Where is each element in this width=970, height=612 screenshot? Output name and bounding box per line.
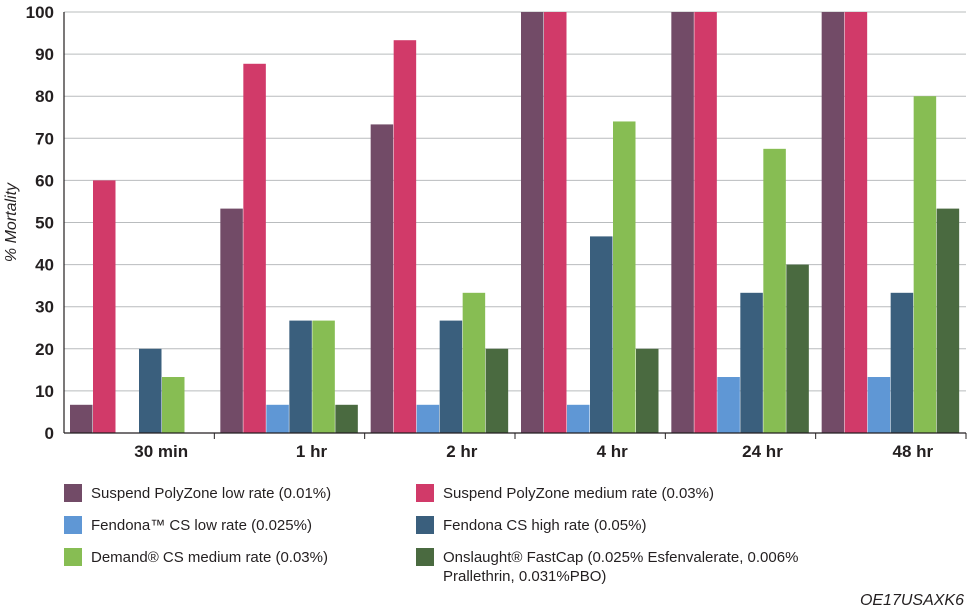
bar bbox=[567, 404, 590, 433]
bar bbox=[590, 236, 613, 433]
bar bbox=[335, 404, 358, 433]
legend-label: Suspend PolyZone low rate (0.01%) bbox=[91, 485, 332, 502]
y-tick-label: 90 bbox=[35, 45, 54, 64]
bar bbox=[93, 180, 116, 433]
bar bbox=[867, 377, 891, 433]
bar bbox=[717, 377, 740, 433]
bar bbox=[521, 12, 544, 433]
y-tick-label: 80 bbox=[35, 87, 54, 106]
y-tick-label: 40 bbox=[35, 256, 54, 275]
bar bbox=[312, 320, 335, 433]
legend-swatch bbox=[64, 548, 82, 566]
legend-swatch bbox=[416, 516, 434, 534]
bar bbox=[740, 292, 763, 433]
bar bbox=[786, 264, 809, 433]
bar bbox=[485, 348, 509, 433]
bar bbox=[694, 12, 717, 433]
bar bbox=[370, 124, 394, 434]
bar bbox=[462, 292, 486, 433]
x-tick-label: 1 hr bbox=[296, 442, 328, 461]
bar bbox=[671, 12, 694, 433]
y-tick-label: 60 bbox=[35, 171, 54, 190]
bar bbox=[289, 320, 312, 433]
bar bbox=[890, 292, 914, 433]
x-tick-label: 24 hr bbox=[742, 442, 783, 461]
legend-label: Demand® CS medium rate (0.03%) bbox=[91, 549, 328, 566]
legend-swatch bbox=[416, 484, 434, 502]
bar-chart: 0 10 20 30 40 50 60 70 80 90 100 % Mortality 30 min 1… bbox=[3, 3, 967, 461]
bar bbox=[936, 208, 960, 433]
bar bbox=[416, 404, 440, 433]
bar bbox=[70, 404, 93, 433]
bar bbox=[613, 121, 636, 434]
y-tick-label: 0 bbox=[45, 424, 54, 443]
y-tick-label: 50 bbox=[35, 214, 54, 233]
legend-swatch bbox=[64, 516, 82, 534]
legend-label: Fendona™ CS low rate (0.025%) bbox=[91, 517, 312, 534]
y-tick-label: 10 bbox=[35, 382, 54, 401]
bar bbox=[913, 96, 937, 433]
y-axis-label: % Mortality bbox=[3, 182, 20, 262]
bar bbox=[243, 63, 266, 434]
bar bbox=[844, 12, 868, 433]
chart-code: OE17USAXK6 bbox=[859, 592, 964, 609]
legend-item: Suspend PolyZone medium rate (0.03%) bbox=[416, 484, 916, 503]
legend-item: Onslaught® FastCap (0.025% Esfenvalerate… bbox=[416, 548, 916, 586]
bar bbox=[544, 12, 567, 433]
bar bbox=[439, 320, 463, 433]
legend-item: Suspend PolyZone low rate (0.01%) bbox=[64, 484, 331, 503]
x-tick-label: 2 hr bbox=[446, 442, 478, 461]
legend-item: Fendona CS high rate (0.05%) bbox=[416, 516, 916, 535]
legend-label: Onslaught® FastCap (0.025% Esfenvalerate… bbox=[443, 549, 799, 585]
x-tick-label: 30 min bbox=[134, 442, 188, 461]
bar bbox=[162, 377, 185, 433]
x-tick-label: 4 hr bbox=[597, 442, 629, 461]
y-tick-label: 70 bbox=[35, 129, 54, 148]
legend-swatch bbox=[416, 548, 434, 566]
legend-label: Fendona CS high rate (0.05%) bbox=[443, 517, 647, 534]
legend-label: Suspend PolyZone medium rate (0.03%) bbox=[443, 485, 714, 502]
legend-swatch bbox=[64, 484, 82, 502]
legend-item: Demand® CS medium rate (0.03%) bbox=[64, 548, 328, 567]
bar bbox=[763, 148, 786, 433]
x-tick-label: 48 hr bbox=[893, 442, 934, 461]
bar bbox=[393, 40, 417, 433]
bar bbox=[139, 348, 162, 433]
chart-canvas: 0 10 20 30 40 50 60 70 80 90 100 % Mortality 30 min 1… bbox=[3, 3, 967, 461]
bar bbox=[821, 12, 845, 433]
legend-item: Fendona™ CS low rate (0.025%) bbox=[64, 516, 312, 535]
bar bbox=[266, 404, 289, 433]
y-tick-label: 30 bbox=[35, 298, 54, 317]
bar bbox=[636, 348, 659, 433]
y-tick-label: 20 bbox=[35, 340, 54, 359]
bar bbox=[220, 208, 243, 433]
y-tick-label: 100 bbox=[26, 3, 54, 22]
